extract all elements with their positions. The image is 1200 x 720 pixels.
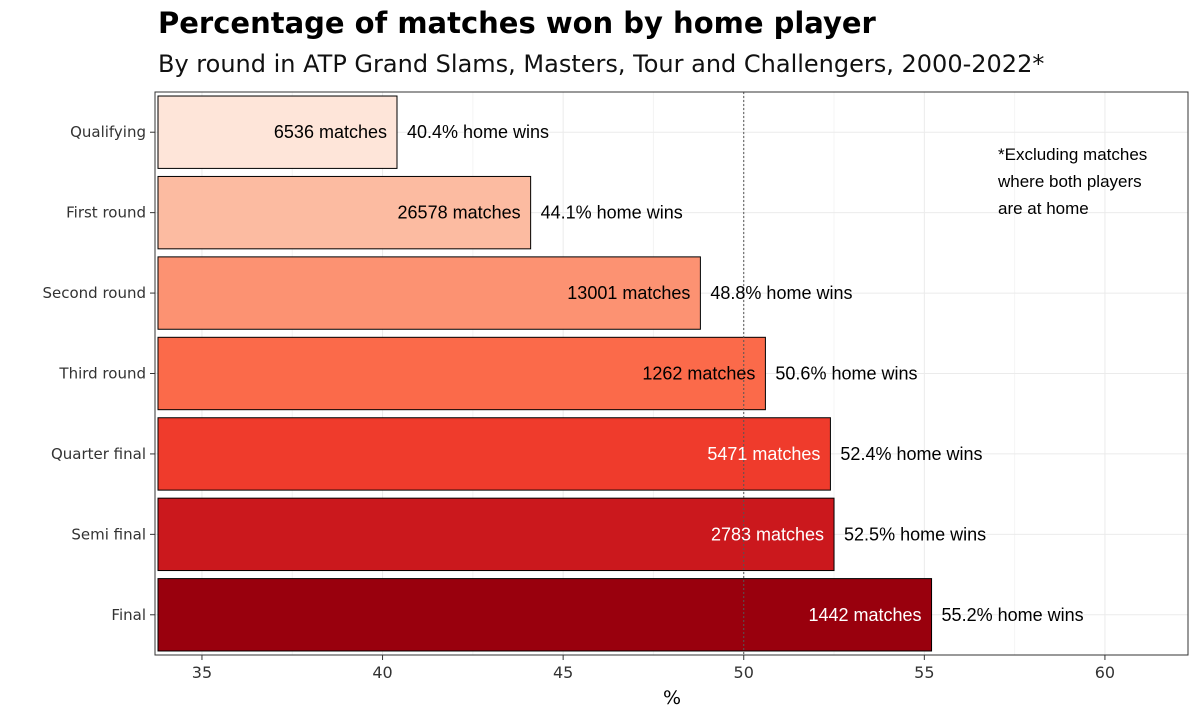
bar-semi-final	[157, 497, 835, 572]
chart-title: Percentage of matches won by home player	[158, 6, 876, 40]
value-label: 52.4% home wins	[840, 444, 982, 464]
matches-label: 1262 matches	[642, 364, 755, 384]
y-tick-label: Qualifying	[70, 123, 146, 141]
footnote: *Excluding matches where both players ar…	[997, 145, 1147, 218]
x-tick-label: 35	[192, 663, 212, 682]
chart-subtitle: By round in ATP Grand Slams, Masters, To…	[158, 50, 1045, 78]
y-tick-label: Second round	[42, 284, 146, 302]
bar-second-round	[157, 256, 701, 330]
matches-label: 1442 matches	[808, 605, 921, 625]
y-tick-label: Third round	[58, 365, 146, 383]
matches-label: 5471 matches	[707, 444, 820, 464]
bar-third-round	[157, 336, 766, 411]
note-line-1: *Excluding matches	[998, 145, 1147, 164]
matches-label: 6536 matches	[274, 122, 387, 142]
x-tick-label: 60	[1095, 663, 1115, 682]
note-line-2: where both players	[997, 172, 1142, 191]
value-label: 40.4% home wins	[407, 122, 549, 142]
y-tick-label: Quarter final	[51, 445, 146, 463]
bars	[157, 95, 933, 652]
matches-label: 26578 matches	[398, 203, 521, 223]
x-tick-label: 40	[372, 663, 392, 682]
note-line-3: are at home	[998, 199, 1089, 218]
x-tick-label: 50	[734, 663, 754, 682]
value-label: 52.5% home wins	[844, 524, 986, 544]
x-axis-label: %	[663, 687, 681, 709]
axes: Qualifying First round Second round Third r…	[42, 91, 1189, 682]
bar-labels: 6536 matches 40.4% home wins 26578 matches…	[274, 122, 1084, 625]
bar-quarter-final	[157, 417, 831, 491]
bar-first-round	[157, 175, 532, 250]
y-tick-label: First round	[66, 204, 146, 222]
x-tick-label: 45	[553, 663, 573, 682]
value-label: 48.8% home wins	[710, 283, 852, 303]
value-label: 50.6% home wins	[775, 364, 917, 384]
y-tick-label: Final	[111, 606, 146, 624]
value-label: 55.2% home wins	[942, 605, 1084, 625]
y-tick-label: Semi final	[71, 525, 146, 543]
bar-qualifying	[157, 95, 398, 169]
x-tick-label: 55	[914, 663, 934, 682]
value-label: 44.1% home wins	[541, 203, 683, 223]
matches-label: 2783 matches	[711, 524, 824, 544]
bar-final	[157, 578, 933, 652]
matches-label: 13001 matches	[567, 283, 690, 303]
